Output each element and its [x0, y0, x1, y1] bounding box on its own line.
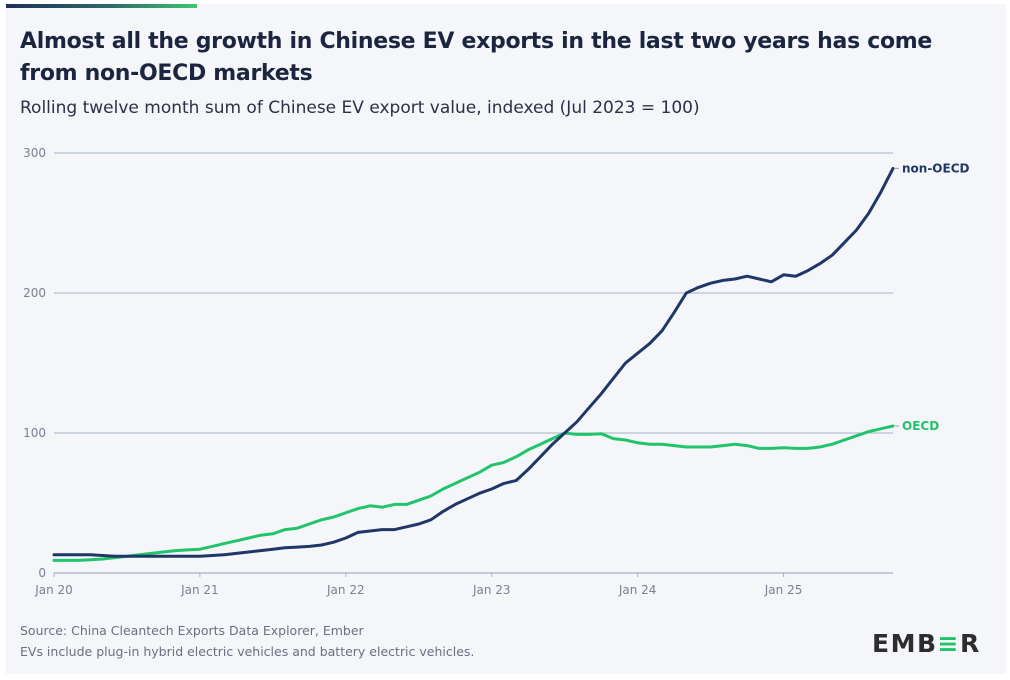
series-line-oecd — [52, 424, 895, 562]
x-tick-label: Jan 23 — [472, 583, 511, 597]
series-labels: OECD non-OECD — [895, 161, 970, 433]
footnote-text: EVs include plug-in hybrid electric vehi… — [20, 644, 475, 659]
chart-title: Almost all the growth in Chinese EV expo… — [20, 29, 933, 86]
logo-accent-icon: ≡ — [937, 629, 960, 658]
y-axis: 0 100 200 300 — [23, 146, 46, 580]
x-tick-label: Jan 24 — [618, 583, 657, 597]
logo-suffix: R — [959, 629, 981, 658]
chart-footer: Source: China Cleantech Exports Data Exp… — [20, 620, 474, 662]
x-axis-labels: Jan 20 Jan 21 Jan 22 Jan 23 Jan 24 Jan 25 — [34, 583, 802, 597]
y-tick-label: 100 — [23, 426, 46, 440]
chart-subtitle: Rolling twelve month sum of Chinese EV e… — [20, 98, 700, 118]
y-tick-label: 300 — [23, 146, 46, 160]
series-line-non-oecd — [52, 166, 895, 558]
y-tick-label: 0 — [38, 566, 46, 580]
ember-logo: EMB≡R — [872, 629, 981, 658]
series-label-non-oecd: non-OECD — [902, 161, 970, 175]
chart-card — [6, 4, 1006, 674]
series-layer — [52, 166, 895, 562]
x-axis — [53, 572, 893, 577]
x-tick-label: Jan 22 — [326, 583, 365, 597]
logo-prefix: EMB — [872, 629, 938, 658]
y-tick-label: 200 — [23, 286, 46, 300]
x-tick-label: Jan 21 — [180, 583, 219, 597]
accent-bar — [6, 4, 197, 8]
grid-layer — [54, 152, 893, 434]
series-label-oecd: OECD — [902, 419, 939, 433]
x-tick-label: Jan 25 — [764, 583, 803, 597]
x-tick-label: Jan 20 — [34, 583, 73, 597]
source-text: Source: China Cleantech Exports Data Exp… — [20, 623, 364, 638]
